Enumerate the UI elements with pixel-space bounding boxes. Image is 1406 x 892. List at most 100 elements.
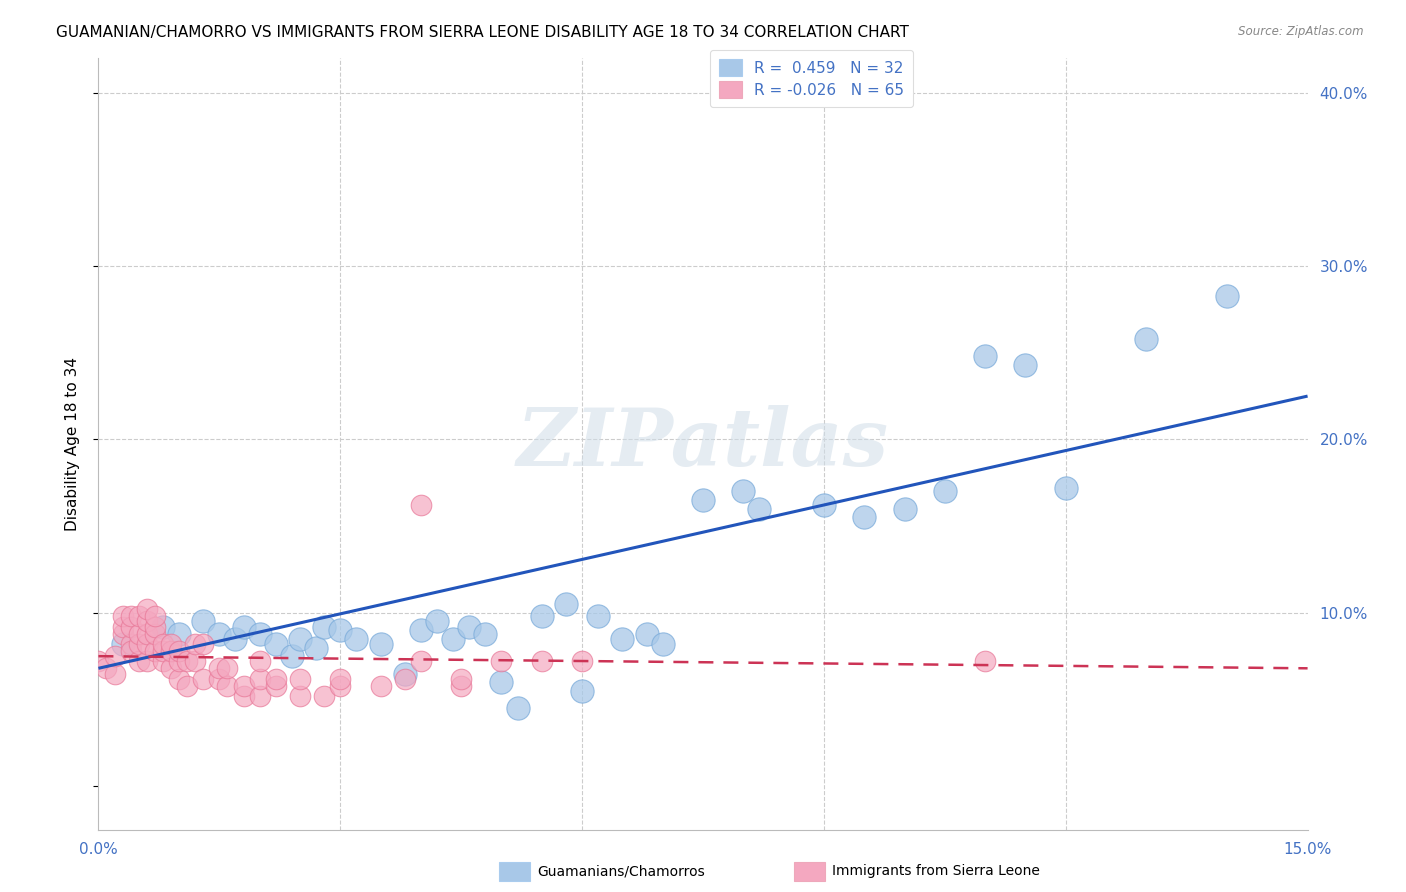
Point bbox=[409, 623, 432, 637]
Point bbox=[612, 632, 634, 646]
Point bbox=[1135, 332, 1157, 346]
Point bbox=[120, 637, 142, 651]
Point bbox=[329, 672, 352, 686]
Point bbox=[474, 626, 496, 640]
Point bbox=[281, 649, 304, 664]
Point bbox=[128, 609, 150, 624]
Point bbox=[264, 637, 287, 651]
Point bbox=[193, 615, 215, 629]
Point bbox=[224, 632, 246, 646]
Point bbox=[329, 623, 352, 637]
Point bbox=[176, 679, 198, 693]
Point bbox=[249, 689, 271, 703]
Point bbox=[249, 626, 271, 640]
Point bbox=[458, 620, 481, 634]
Point bbox=[217, 661, 239, 675]
Point bbox=[249, 654, 271, 668]
Y-axis label: Disability Age 18 to 34: Disability Age 18 to 34 bbox=[65, 357, 80, 531]
Text: Source: ZipAtlas.com: Source: ZipAtlas.com bbox=[1239, 25, 1364, 38]
Point bbox=[934, 484, 956, 499]
Point bbox=[288, 632, 311, 646]
Point bbox=[394, 672, 416, 686]
Point bbox=[288, 672, 311, 686]
Point bbox=[491, 654, 513, 668]
Point bbox=[733, 484, 755, 499]
Point bbox=[128, 626, 150, 640]
Point bbox=[135, 654, 157, 668]
Point bbox=[394, 666, 416, 681]
Point bbox=[232, 689, 254, 703]
Point bbox=[305, 640, 328, 655]
Text: Guamanians/Chamorros: Guamanians/Chamorros bbox=[537, 864, 704, 879]
Point bbox=[152, 644, 174, 658]
Point bbox=[409, 654, 432, 668]
Point bbox=[135, 602, 157, 616]
Point bbox=[232, 679, 254, 693]
Point bbox=[370, 679, 392, 693]
Point bbox=[450, 679, 472, 693]
Point bbox=[530, 654, 553, 668]
Point bbox=[974, 349, 997, 363]
Point bbox=[232, 620, 254, 634]
Point bbox=[288, 689, 311, 703]
Point bbox=[184, 654, 207, 668]
Point bbox=[193, 672, 215, 686]
Point bbox=[441, 632, 464, 646]
Point bbox=[167, 672, 190, 686]
Point bbox=[152, 637, 174, 651]
Point bbox=[217, 679, 239, 693]
Point bbox=[853, 510, 876, 524]
Point bbox=[120, 644, 142, 658]
Point bbox=[111, 620, 134, 634]
Point bbox=[409, 499, 432, 513]
Point bbox=[426, 615, 449, 629]
Point bbox=[152, 654, 174, 668]
Text: 15.0%: 15.0% bbox=[1284, 842, 1331, 856]
Point bbox=[152, 620, 174, 634]
Text: ZIPatlas: ZIPatlas bbox=[517, 405, 889, 483]
Point bbox=[1216, 288, 1239, 302]
Point bbox=[571, 683, 593, 698]
Point bbox=[135, 626, 157, 640]
Point bbox=[160, 637, 183, 651]
Text: Immigrants from Sierra Leone: Immigrants from Sierra Leone bbox=[832, 864, 1040, 879]
Point bbox=[450, 672, 472, 686]
Point bbox=[167, 626, 190, 640]
Point bbox=[208, 672, 231, 686]
Point bbox=[193, 637, 215, 651]
Point bbox=[143, 626, 166, 640]
Point bbox=[143, 644, 166, 658]
Point bbox=[120, 620, 142, 634]
Point bbox=[329, 679, 352, 693]
Point bbox=[184, 637, 207, 651]
Point bbox=[748, 501, 770, 516]
Point bbox=[135, 615, 157, 629]
Point bbox=[1014, 358, 1036, 372]
Text: GUAMANIAN/CHAMORRO VS IMMIGRANTS FROM SIERRA LEONE DISABILITY AGE 18 TO 34 CORRE: GUAMANIAN/CHAMORRO VS IMMIGRANTS FROM SI… bbox=[56, 25, 910, 40]
Point bbox=[636, 626, 658, 640]
Point bbox=[651, 637, 673, 651]
Point bbox=[974, 654, 997, 668]
Point bbox=[264, 672, 287, 686]
Point bbox=[586, 609, 609, 624]
Point bbox=[167, 654, 190, 668]
Point bbox=[314, 620, 336, 634]
Point bbox=[370, 637, 392, 651]
Point bbox=[120, 609, 142, 624]
Point bbox=[160, 661, 183, 675]
Point bbox=[571, 654, 593, 668]
Point bbox=[143, 620, 166, 634]
Point bbox=[555, 597, 578, 611]
Point bbox=[344, 632, 367, 646]
Point bbox=[87, 654, 110, 668]
Point bbox=[893, 501, 915, 516]
Point bbox=[813, 499, 835, 513]
Legend: R =  0.459   N = 32, R = -0.026   N = 65: R = 0.459 N = 32, R = -0.026 N = 65 bbox=[710, 50, 912, 107]
Point bbox=[143, 609, 166, 624]
Point bbox=[103, 666, 125, 681]
Point bbox=[314, 689, 336, 703]
Point bbox=[96, 661, 118, 675]
Point bbox=[530, 609, 553, 624]
Point bbox=[692, 493, 714, 508]
Point bbox=[160, 644, 183, 658]
